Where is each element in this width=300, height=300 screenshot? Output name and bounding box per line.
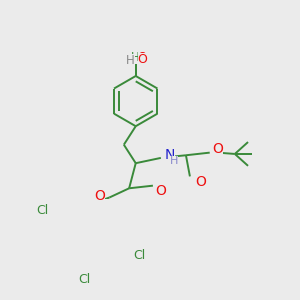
Text: O: O: [94, 189, 105, 203]
Text: H: H: [131, 51, 140, 64]
Text: O: O: [138, 53, 148, 66]
Text: Cl: Cl: [36, 204, 48, 217]
Text: O: O: [212, 142, 223, 156]
Text: H: H: [126, 54, 135, 67]
Text: Cl: Cl: [78, 273, 90, 286]
Text: N: N: [165, 148, 175, 162]
Text: H: H: [170, 156, 178, 166]
Text: O: O: [195, 175, 206, 189]
Text: O: O: [138, 51, 147, 64]
Text: Cl: Cl: [133, 248, 145, 262]
Text: O: O: [156, 184, 167, 198]
